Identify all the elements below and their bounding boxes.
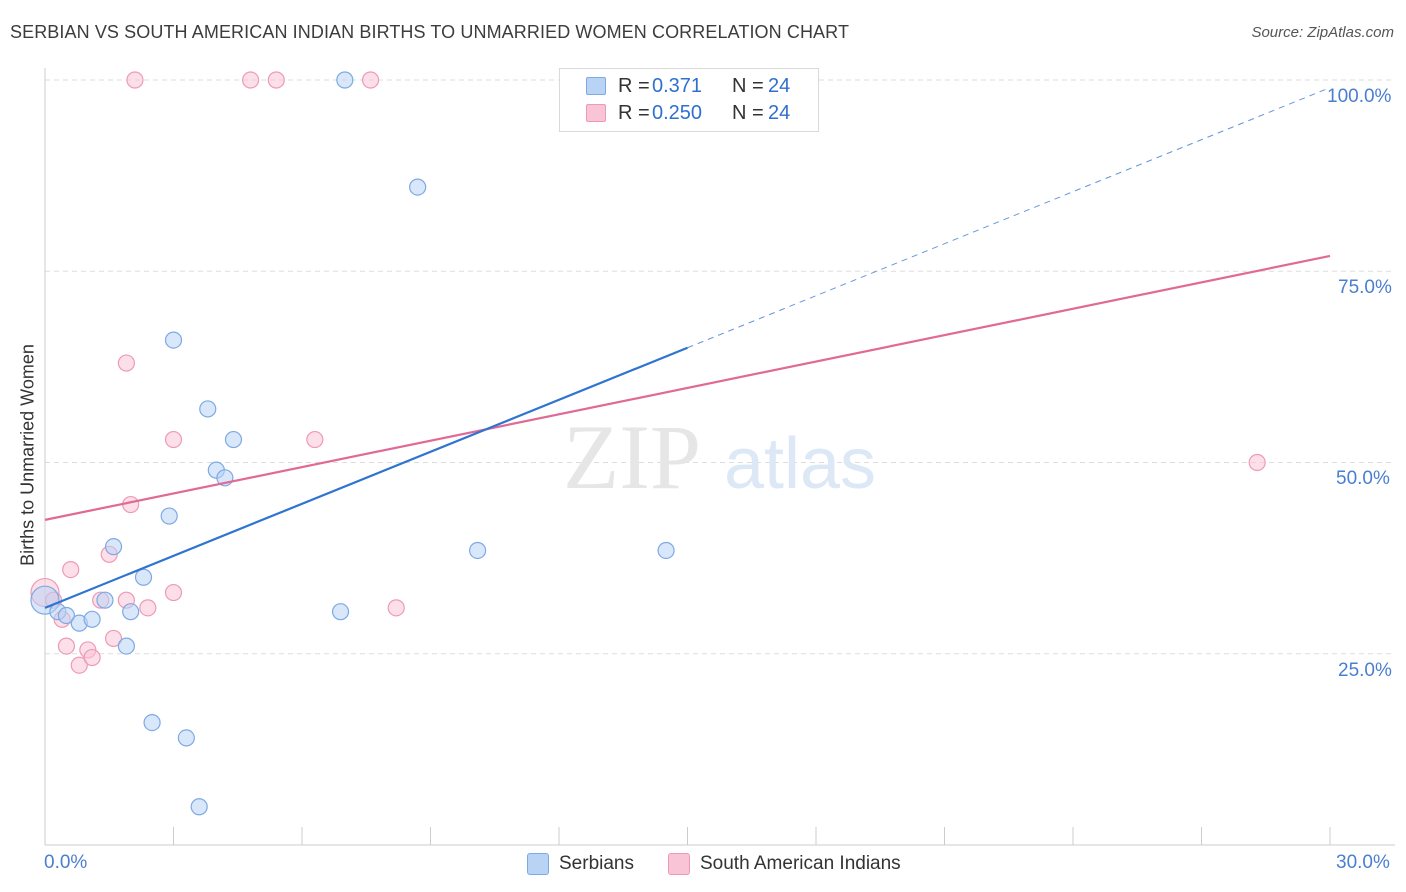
data-point[interactable] (199, 400, 217, 418)
data-point[interactable] (57, 606, 76, 625)
r-label: R = (618, 75, 650, 97)
watermark-atlas: atlas (724, 424, 876, 504)
data-point[interactable] (57, 637, 76, 655)
data-point[interactable] (242, 71, 260, 89)
correlation-legend: R = 0.371 N = 24 R = 0.250 N = 24 (559, 68, 819, 132)
data-point[interactable] (122, 495, 140, 514)
data-point[interactable] (361, 71, 380, 89)
legend-label: Serbians (559, 853, 634, 874)
data-point[interactable] (62, 560, 80, 579)
data-point[interactable] (83, 648, 101, 667)
data-point[interactable] (126, 71, 144, 89)
y-tick-75: 75.0% (1338, 277, 1392, 298)
y-tick-50: 50.0% (1336, 468, 1390, 489)
data-point[interactable] (104, 538, 123, 556)
data-point[interactable] (143, 713, 161, 732)
y-tick-100: 100.0% (1327, 86, 1392, 107)
data-point[interactable] (190, 798, 208, 816)
trend-line-south-american-indians (44, 254, 1331, 521)
data-point[interactable] (387, 599, 405, 617)
series-south-american-indians-points (30, 71, 1266, 674)
data-point[interactable] (469, 541, 487, 560)
n-value: 24 (768, 75, 791, 97)
data-point[interactable] (83, 610, 101, 628)
data-point[interactable] (306, 430, 324, 449)
watermark-zip: ZIP (563, 406, 701, 508)
legend-label: South American Indians (700, 853, 901, 874)
data-point[interactable] (177, 729, 195, 747)
serbians-swatch (586, 77, 606, 95)
data-point[interactable] (139, 599, 157, 617)
r-label: R = (618, 102, 650, 124)
source-label: Source: ZipAtlas.com (1251, 24, 1394, 41)
n-label: N = (732, 75, 764, 97)
series-serbians-points (30, 71, 675, 816)
data-point[interactable] (134, 568, 153, 586)
data-point[interactable] (164, 583, 183, 602)
data-point[interactable] (331, 603, 350, 621)
data-point[interactable] (122, 603, 140, 621)
x-tick-max: 30.0% (1336, 852, 1390, 873)
data-point[interactable] (70, 656, 88, 674)
n-label: N = (732, 102, 764, 124)
data-point[interactable] (117, 354, 135, 372)
series-legend: Serbians South American Indians (0, 852, 1406, 878)
data-point[interactable] (267, 71, 285, 89)
trend-line-serbians-extension (687, 87, 1331, 349)
trend-line-serbians (44, 346, 688, 609)
y-axis-label: Births to Unmarried Women (17, 344, 38, 566)
data-point[interactable] (104, 629, 123, 648)
south-american-indians-swatch (586, 104, 606, 122)
south-american-indians-swatch (668, 853, 690, 875)
data-point[interactable] (160, 507, 178, 525)
grid-lines (45, 79, 1395, 655)
r-value: 0.250 (652, 102, 703, 124)
data-point[interactable] (1248, 453, 1266, 472)
x-tick-min: 0.0% (44, 852, 88, 873)
data-point[interactable] (657, 541, 675, 560)
data-point[interactable] (164, 331, 183, 349)
r-value: 0.371 (652, 75, 703, 97)
data-point[interactable] (117, 637, 135, 655)
serbians-swatch (527, 853, 549, 875)
n-value: 24 (768, 102, 791, 124)
x-axis (44, 68, 1395, 846)
data-point[interactable] (224, 430, 243, 449)
chart-title: SERBIAN VS SOUTH AMERICAN INDIAN BIRTHS … (10, 22, 850, 42)
data-point[interactable] (164, 430, 183, 449)
watermark: ZIP atlas (563, 406, 876, 508)
y-tick-25: 25.0% (1338, 660, 1392, 681)
data-point[interactable] (96, 591, 114, 609)
data-point[interactable] (409, 178, 427, 196)
trend-lines (44, 87, 1331, 609)
data-point[interactable] (336, 71, 354, 89)
